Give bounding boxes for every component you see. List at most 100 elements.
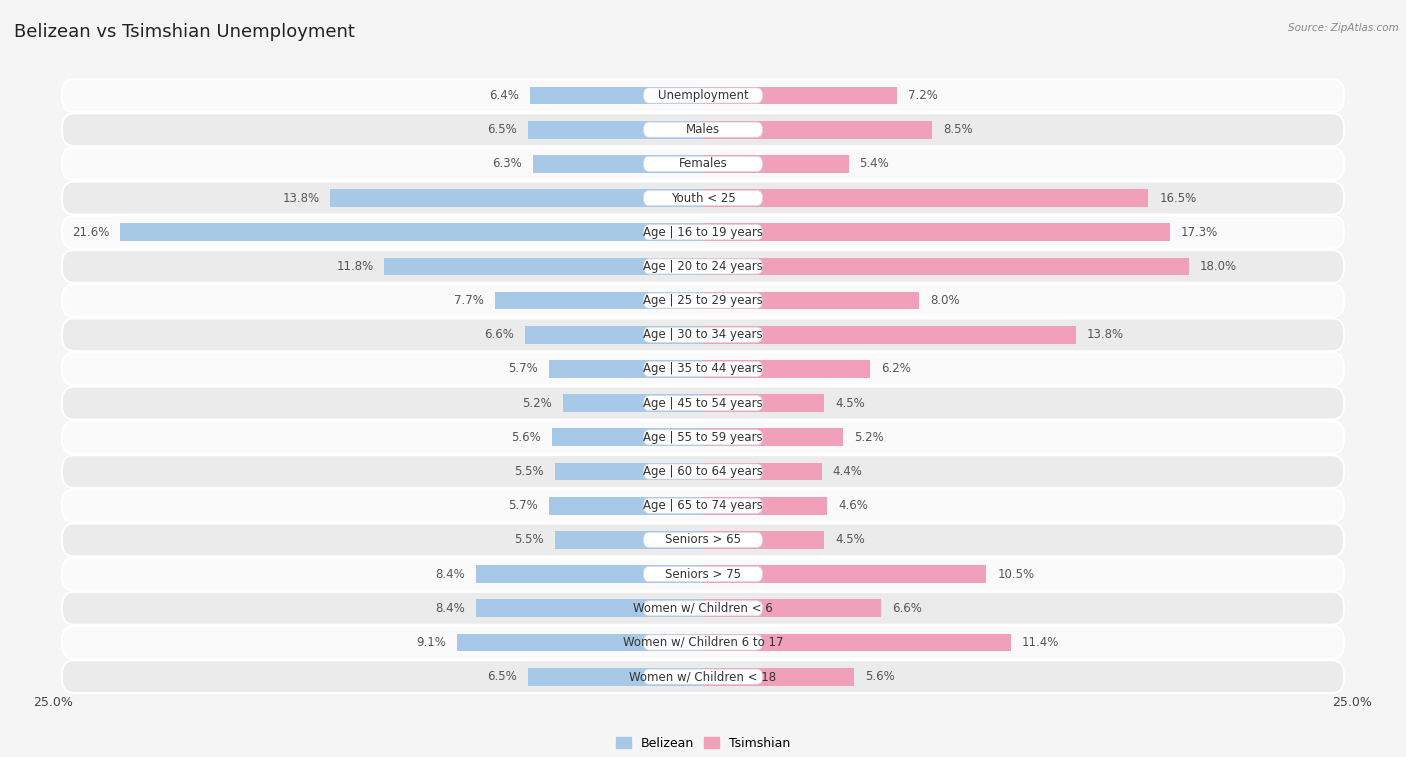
- Bar: [533, 155, 703, 173]
- FancyBboxPatch shape: [644, 464, 762, 479]
- FancyBboxPatch shape: [644, 566, 762, 581]
- Bar: [554, 531, 703, 549]
- FancyBboxPatch shape: [644, 259, 762, 274]
- Text: Women w/ Children 6 to 17: Women w/ Children 6 to 17: [623, 636, 783, 649]
- Text: 4.4%: 4.4%: [832, 465, 862, 478]
- Bar: [703, 189, 1149, 207]
- FancyBboxPatch shape: [62, 216, 1344, 248]
- Text: Females: Females: [679, 157, 727, 170]
- FancyBboxPatch shape: [644, 157, 762, 171]
- Text: 5.5%: 5.5%: [515, 465, 544, 478]
- FancyBboxPatch shape: [62, 455, 1344, 488]
- Bar: [120, 223, 703, 241]
- Bar: [703, 326, 1076, 344]
- FancyBboxPatch shape: [644, 498, 762, 513]
- Text: 7.7%: 7.7%: [454, 294, 484, 307]
- Text: Unemployment: Unemployment: [658, 89, 748, 102]
- Bar: [703, 600, 882, 617]
- Text: 5.4%: 5.4%: [859, 157, 890, 170]
- Text: Age | 65 to 74 years: Age | 65 to 74 years: [643, 499, 763, 512]
- FancyBboxPatch shape: [62, 626, 1344, 659]
- Text: 5.2%: 5.2%: [855, 431, 884, 444]
- Bar: [703, 668, 855, 686]
- Text: Age | 20 to 24 years: Age | 20 to 24 years: [643, 260, 763, 273]
- Text: 4.6%: 4.6%: [838, 499, 868, 512]
- FancyBboxPatch shape: [644, 327, 762, 342]
- FancyBboxPatch shape: [62, 79, 1344, 112]
- Bar: [562, 394, 703, 412]
- Text: 4.5%: 4.5%: [835, 534, 865, 547]
- Bar: [551, 428, 703, 446]
- Text: 25.0%: 25.0%: [34, 696, 73, 709]
- FancyBboxPatch shape: [644, 122, 762, 137]
- Text: Males: Males: [686, 123, 720, 136]
- Text: 6.5%: 6.5%: [486, 123, 517, 136]
- Text: Age | 30 to 34 years: Age | 30 to 34 years: [643, 329, 763, 341]
- Text: Age | 60 to 64 years: Age | 60 to 64 years: [643, 465, 763, 478]
- Text: 6.3%: 6.3%: [492, 157, 522, 170]
- Text: 13.8%: 13.8%: [1087, 329, 1123, 341]
- Bar: [703, 257, 1189, 276]
- Bar: [457, 634, 703, 651]
- Text: 4.5%: 4.5%: [835, 397, 865, 410]
- Text: Seniors > 75: Seniors > 75: [665, 568, 741, 581]
- FancyBboxPatch shape: [62, 660, 1344, 693]
- Bar: [477, 565, 703, 583]
- Bar: [703, 428, 844, 446]
- Bar: [524, 326, 703, 344]
- Text: 5.6%: 5.6%: [865, 670, 894, 683]
- FancyBboxPatch shape: [644, 191, 762, 206]
- FancyBboxPatch shape: [62, 387, 1344, 419]
- Text: 5.2%: 5.2%: [522, 397, 551, 410]
- FancyBboxPatch shape: [62, 250, 1344, 283]
- FancyBboxPatch shape: [62, 489, 1344, 522]
- Text: 5.5%: 5.5%: [515, 534, 544, 547]
- Text: 8.4%: 8.4%: [436, 602, 465, 615]
- Text: Age | 45 to 54 years: Age | 45 to 54 years: [643, 397, 763, 410]
- Text: Seniors > 65: Seniors > 65: [665, 534, 741, 547]
- Bar: [527, 668, 703, 686]
- FancyBboxPatch shape: [644, 601, 762, 615]
- Text: 21.6%: 21.6%: [72, 226, 110, 238]
- Text: 5.7%: 5.7%: [509, 499, 538, 512]
- Text: 11.4%: 11.4%: [1022, 636, 1059, 649]
- Text: Women w/ Children < 18: Women w/ Children < 18: [630, 670, 776, 683]
- FancyBboxPatch shape: [644, 225, 762, 240]
- Text: 6.6%: 6.6%: [484, 329, 515, 341]
- Text: Women w/ Children < 6: Women w/ Children < 6: [633, 602, 773, 615]
- Bar: [703, 291, 920, 310]
- Bar: [703, 497, 827, 515]
- FancyBboxPatch shape: [644, 430, 762, 445]
- FancyBboxPatch shape: [644, 396, 762, 411]
- Bar: [550, 360, 703, 378]
- Text: Age | 55 to 59 years: Age | 55 to 59 years: [643, 431, 763, 444]
- Bar: [703, 360, 870, 378]
- Bar: [703, 634, 1011, 651]
- Text: 18.0%: 18.0%: [1199, 260, 1237, 273]
- Text: Age | 35 to 44 years: Age | 35 to 44 years: [643, 363, 763, 375]
- Bar: [530, 86, 703, 104]
- FancyBboxPatch shape: [644, 532, 762, 547]
- Text: 5.7%: 5.7%: [509, 363, 538, 375]
- Bar: [703, 121, 932, 139]
- Text: Age | 25 to 29 years: Age | 25 to 29 years: [643, 294, 763, 307]
- Bar: [703, 86, 897, 104]
- Text: 6.4%: 6.4%: [489, 89, 519, 102]
- Bar: [554, 463, 703, 481]
- Bar: [527, 121, 703, 139]
- Bar: [550, 497, 703, 515]
- Bar: [477, 600, 703, 617]
- Text: 7.2%: 7.2%: [908, 89, 938, 102]
- FancyBboxPatch shape: [62, 148, 1344, 180]
- FancyBboxPatch shape: [62, 558, 1344, 590]
- Text: 9.1%: 9.1%: [416, 636, 447, 649]
- Text: 6.2%: 6.2%: [882, 363, 911, 375]
- Text: 8.5%: 8.5%: [943, 123, 973, 136]
- FancyBboxPatch shape: [62, 284, 1344, 317]
- Bar: [703, 565, 987, 583]
- Text: 5.6%: 5.6%: [512, 431, 541, 444]
- Text: Youth < 25: Youth < 25: [671, 192, 735, 204]
- FancyBboxPatch shape: [62, 182, 1344, 214]
- FancyBboxPatch shape: [644, 361, 762, 376]
- Text: 10.5%: 10.5%: [997, 568, 1035, 581]
